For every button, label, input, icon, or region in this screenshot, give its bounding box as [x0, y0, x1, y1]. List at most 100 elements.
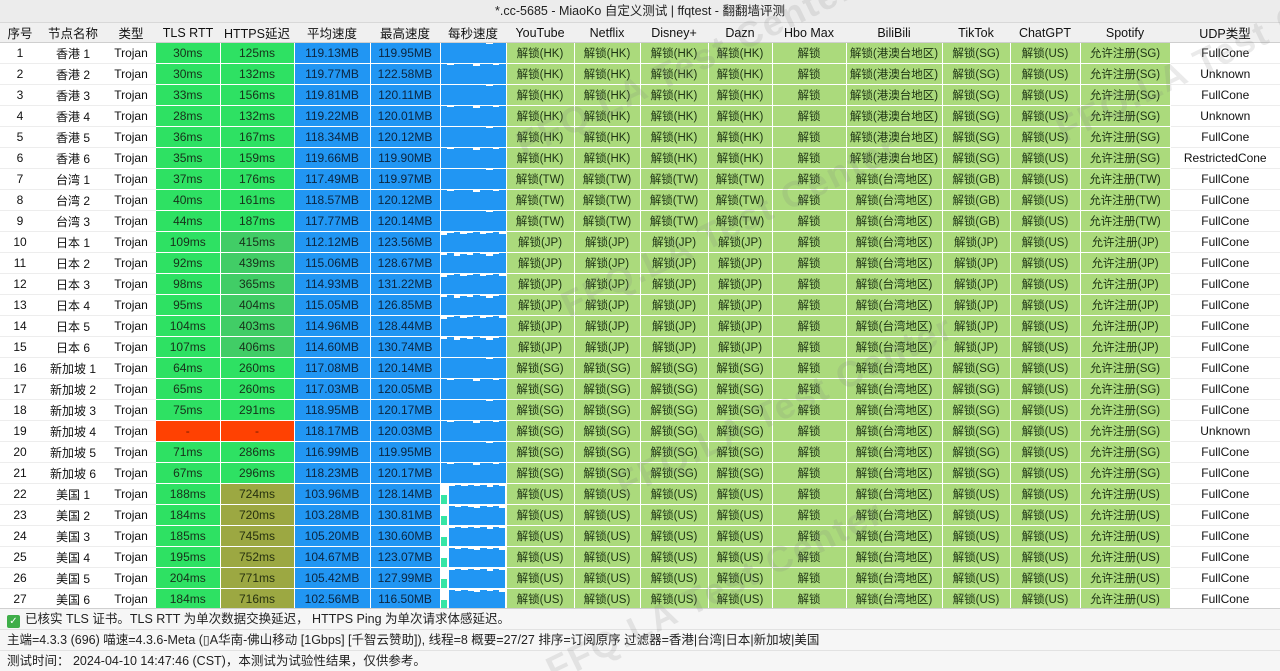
- cell-https-ping: 291ms: [220, 399, 295, 421]
- cell-type: Trojan: [106, 483, 156, 505]
- cell-node-name: 新加坡 1: [40, 357, 106, 379]
- cell-avg-speed: 115.06MB: [294, 252, 371, 274]
- cell-node-name: 新加坡 6: [40, 462, 106, 484]
- cell-hbomax: 解锁: [772, 483, 847, 505]
- speed-sparkline: [440, 379, 505, 399]
- cell-tls-rtt: 40ms: [156, 189, 221, 211]
- cell-https-ping: 176ms: [220, 168, 295, 190]
- cell-max-speed: 116.50MB: [370, 588, 441, 610]
- table-row: 16 新加坡 1 Trojan 64ms 260ms 117.08MB 120.14MB 解锁…: [0, 357, 1280, 379]
- cell-tiktok: 解锁(SG): [942, 147, 1011, 169]
- cell-tls-rtt: 195ms: [156, 546, 221, 568]
- cell-youtube: 解锁(TW): [506, 210, 575, 232]
- cell-tls-rtt: 188ms: [156, 483, 221, 505]
- cell-index: 8: [0, 189, 40, 211]
- cell-chatgpt: 解锁(US): [1010, 441, 1081, 463]
- cell-avg-speed: 118.17MB: [294, 420, 371, 442]
- cell-netflix: 解锁(JP): [574, 252, 641, 274]
- cell-https-ping: 724ms: [220, 483, 295, 505]
- cell-netflix: 解锁(TW): [574, 210, 641, 232]
- cell-https-ping: 161ms: [220, 189, 295, 211]
- column-header-type: 类型: [106, 23, 156, 43]
- column-header-per-second-speed: 每秒速度: [440, 23, 506, 43]
- column-header-max-speed: 最高速度: [370, 23, 440, 43]
- cell-max-speed: 130.81MB: [370, 504, 441, 526]
- cell-type: Trojan: [106, 336, 156, 358]
- cell-type: Trojan: [106, 294, 156, 316]
- cell-disney: 解锁(US): [640, 483, 709, 505]
- cell-disney: 解锁(JP): [640, 231, 709, 253]
- cell-https-ping: 159ms: [220, 147, 295, 169]
- cell-per-second-speed: [440, 105, 507, 127]
- cell-avg-speed: 112.12MB: [294, 231, 371, 253]
- cell-bilibili: 解锁(台湾地区): [846, 273, 943, 295]
- cell-https-ping: 260ms: [220, 357, 295, 379]
- cell-per-second-speed: [440, 63, 507, 85]
- cell-node-name: 台湾 1: [40, 168, 106, 190]
- cell-netflix: 解锁(HK): [574, 147, 641, 169]
- cell-per-second-speed: [440, 525, 507, 547]
- cell-type: Trojan: [106, 42, 156, 64]
- cell-max-speed: 120.12MB: [370, 189, 441, 211]
- cell-index: 23: [0, 504, 40, 526]
- cell-disney: 解锁(JP): [640, 273, 709, 295]
- cell-node-name: 台湾 2: [40, 189, 106, 211]
- cell-udp-type: FullCone: [1170, 126, 1280, 148]
- cell-https-ping: 415ms: [220, 231, 295, 253]
- speed-sparkline: [440, 421, 505, 441]
- cell-dazn: 解锁(SG): [708, 462, 773, 484]
- cell-hbomax: 解锁: [772, 147, 847, 169]
- cell-spotify: 允许注册(SG): [1080, 84, 1171, 106]
- cell-tls-rtt: 95ms: [156, 294, 221, 316]
- cell-tls-rtt: 35ms: [156, 147, 221, 169]
- cell-tiktok: 解锁(US): [942, 567, 1011, 589]
- cell-tls-rtt: 98ms: [156, 273, 221, 295]
- cell-index: 10: [0, 231, 40, 253]
- cell-dazn: 解锁(SG): [708, 357, 773, 379]
- cell-disney: 解锁(JP): [640, 336, 709, 358]
- cell-index: 18: [0, 399, 40, 421]
- cell-chatgpt: 解锁(US): [1010, 84, 1081, 106]
- cell-spotify: 允许注册(US): [1080, 567, 1171, 589]
- speed-sparkline: [440, 589, 505, 609]
- cell-avg-speed: 119.66MB: [294, 147, 371, 169]
- cell-avg-speed: 114.60MB: [294, 336, 371, 358]
- cell-disney: 解锁(SG): [640, 378, 709, 400]
- cell-dazn: 解锁(SG): [708, 420, 773, 442]
- cell-dazn: 解锁(JP): [708, 231, 773, 253]
- cell-tls-rtt: 75ms: [156, 399, 221, 421]
- cell-dazn: 解锁(HK): [708, 147, 773, 169]
- cell-disney: 解锁(JP): [640, 315, 709, 337]
- cell-tls-rtt: 33ms: [156, 84, 221, 106]
- column-header-tiktok: TikTok: [942, 23, 1010, 43]
- cell-chatgpt: 解锁(US): [1010, 483, 1081, 505]
- cell-udp-type: FullCone: [1170, 399, 1280, 421]
- table-row: 17 新加坡 2 Trojan 65ms 260ms 117.03MB 120.05MB 解锁…: [0, 378, 1280, 400]
- cell-spotify: 允许注册(SG): [1080, 63, 1171, 85]
- cell-udp-type: FullCone: [1170, 588, 1280, 610]
- cell-bilibili: 解锁(台湾地区): [846, 315, 943, 337]
- cell-node-name: 香港 5: [40, 126, 106, 148]
- cell-spotify: 允许注册(SG): [1080, 42, 1171, 64]
- cell-disney: 解锁(HK): [640, 147, 709, 169]
- cell-hbomax: 解锁: [772, 294, 847, 316]
- table-row: 3 香港 3 Trojan 33ms 156ms 119.81MB 120.11MB 解锁(H…: [0, 84, 1280, 106]
- cell-spotify: 允许注册(JP): [1080, 315, 1171, 337]
- cell-tiktok: 解锁(GB): [942, 168, 1011, 190]
- cell-tiktok: 解锁(SG): [942, 84, 1011, 106]
- cell-node-name: 香港 4: [40, 105, 106, 127]
- speed-sparkline: [440, 337, 505, 357]
- cell-tls-rtt: 36ms: [156, 126, 221, 148]
- cell-type: Trojan: [106, 252, 156, 274]
- cell-index: 3: [0, 84, 40, 106]
- cell-https-ping: 125ms: [220, 42, 295, 64]
- cell-dazn: 解锁(SG): [708, 378, 773, 400]
- cell-node-name: 日本 1: [40, 231, 106, 253]
- cell-bilibili: 解锁(台湾地区): [846, 336, 943, 358]
- cell-udp-type: FullCone: [1170, 210, 1280, 232]
- cell-https-ping: 156ms: [220, 84, 295, 106]
- cell-https-ping: 286ms: [220, 441, 295, 463]
- cell-index: 19: [0, 420, 40, 442]
- cell-tiktok: 解锁(GB): [942, 210, 1011, 232]
- cell-disney: 解锁(HK): [640, 105, 709, 127]
